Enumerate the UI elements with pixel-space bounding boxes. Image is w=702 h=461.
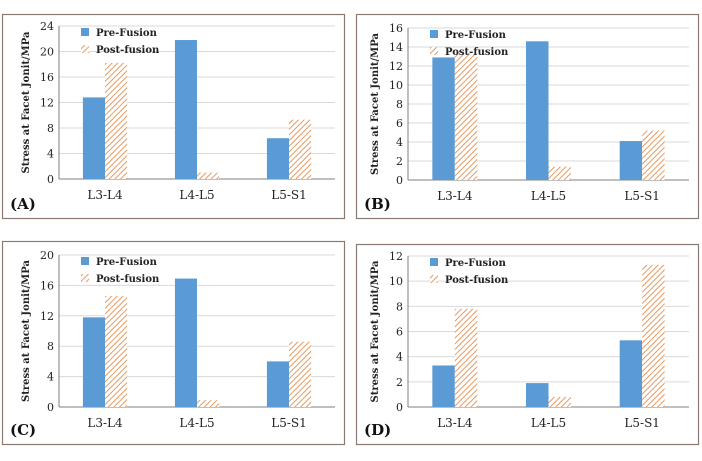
panel-d-chart: 0 2 4 6 8 10 12 L3-L4 L4-L5 L5-S1 Stress at Facet … — [355, 243, 700, 446]
y-tick-label: 4 — [396, 136, 403, 149]
legend-label-pre-fusion: Pre-Fusion — [445, 258, 507, 269]
x-category-label: L3-L4 — [87, 188, 123, 202]
y-tick-label: 12 — [389, 250, 403, 263]
legend-label-pre-fusion: Pre-Fusion — [96, 28, 158, 39]
y-tick-label: 12 — [40, 310, 54, 323]
bar-post-fusion — [642, 264, 665, 407]
x-category-label: L5-S1 — [271, 188, 307, 202]
y-tick-label: 16 — [40, 279, 54, 292]
legend-swatch-post-fusion — [81, 274, 89, 282]
bar-post-fusion — [289, 119, 312, 179]
panel-label: (C) — [10, 421, 36, 439]
y-tick-label: 16 — [40, 71, 54, 84]
panel-label: (B) — [364, 195, 391, 213]
panel-label: (D) — [364, 421, 391, 439]
legend-swatch-post-fusion — [81, 45, 89, 53]
bar-post-fusion — [454, 53, 478, 180]
legend-label-pre-fusion: Pre-Fusion — [445, 30, 507, 41]
x-category-label: L4-L5 — [179, 188, 214, 202]
y-tick-label: 2 — [396, 155, 403, 168]
x-category-label: L5-S1 — [624, 416, 660, 430]
y-tick-label: 8 — [396, 98, 403, 111]
panel-label: (A) — [10, 195, 36, 213]
x-category-label: L3-L4 — [437, 189, 473, 203]
legend-label-post-fusion: Post-fusion — [96, 274, 160, 285]
bar-pre-fusion — [266, 138, 289, 179]
y-axis-title: Stress at Facet Jonit/MPa — [21, 260, 32, 402]
legend-swatch-post-fusion — [430, 275, 438, 283]
y-tick-label: 12 — [389, 60, 403, 73]
y-tick-label: 0 — [396, 174, 403, 187]
panel-c-chart: 0 4 8 12 16 20 L3-L4 L4-L5 L5-S1 Stress at Facet … — [1, 240, 346, 446]
x-category-label: L5-S1 — [624, 189, 660, 203]
bar-pre-fusion — [174, 40, 197, 180]
panel-b-chart: 0 2 4 6 8 10 12 14 16 L3-L4 L4-L5 L5-S1 Stress at Fa… — [355, 13, 700, 220]
legend-swatch-pre-fusion — [430, 30, 438, 38]
y-tick-label: 4 — [47, 148, 54, 161]
legend-label-post-fusion: Post-fusion — [96, 45, 160, 56]
y-tick-label: 4 — [396, 351, 403, 364]
y-tick-label: 2 — [396, 376, 403, 389]
bar-post-fusion — [105, 62, 128, 179]
x-category-label: L3-L4 — [437, 416, 473, 430]
y-tick-label: 10 — [389, 275, 403, 288]
bar-pre-fusion — [432, 365, 455, 407]
y-tick-label: 0 — [396, 401, 403, 414]
y-tick-label: 8 — [47, 122, 54, 135]
x-category-label: L4-L5 — [179, 416, 214, 430]
bar-post-fusion — [289, 341, 312, 407]
y-tick-label: 10 — [389, 79, 403, 92]
y-axis-title: Stress at Facet Jonit/MPa — [370, 260, 381, 402]
legend-swatch-post-fusion — [430, 47, 438, 55]
bar-post-fusion — [105, 296, 128, 407]
bar-pre-fusion — [82, 317, 105, 407]
y-tick-label: 20 — [40, 46, 54, 59]
y-tick-label: 0 — [47, 401, 54, 414]
y-tick-label: 4 — [47, 371, 54, 384]
y-tick-label: 24 — [40, 20, 54, 33]
legend-label-post-fusion: Post-fusion — [445, 47, 509, 58]
panel-a-chart: 0 4 8 12 16 20 24 L3-L4 L4-L5 L5-S1 Stress at Face… — [1, 13, 346, 220]
bar-pre-fusion — [432, 57, 455, 181]
bar-pre-fusion — [266, 361, 289, 407]
legend-swatch-pre-fusion — [81, 28, 89, 36]
x-category-label: L4-L5 — [531, 416, 566, 430]
bar-pre-fusion — [174, 278, 197, 407]
y-tick-label: 8 — [396, 300, 403, 313]
y-axis-title: Stress at Facet Jonit/MPa — [21, 31, 32, 173]
bar-pre-fusion — [526, 383, 549, 407]
bar-pre-fusion — [619, 340, 643, 407]
y-tick-label: 16 — [389, 22, 403, 35]
bar-post-fusion — [454, 308, 478, 407]
legend-label-pre-fusion: Pre-Fusion — [96, 257, 158, 268]
legend-swatch-pre-fusion — [430, 258, 438, 266]
x-category-label: L3-L4 — [87, 416, 123, 430]
x-category-label: L5-S1 — [271, 416, 307, 430]
y-axis-title: Stress at Facet Jonit/MPa — [370, 33, 381, 175]
bar-pre-fusion — [82, 97, 105, 179]
bar-pre-fusion — [526, 41, 549, 180]
y-tick-label: 20 — [40, 249, 54, 262]
y-tick-label: 8 — [47, 340, 54, 353]
y-tick-label: 14 — [389, 41, 403, 54]
bar-post-fusion — [642, 130, 665, 180]
bar-post-fusion — [197, 172, 220, 179]
x-category-label: L4-L5 — [531, 189, 566, 203]
legend-swatch-pre-fusion — [81, 257, 89, 265]
y-tick-label: 12 — [40, 97, 54, 110]
y-tick-label: 6 — [396, 326, 403, 339]
y-tick-label: 6 — [396, 117, 403, 130]
bar-post-fusion — [197, 400, 220, 407]
bar-post-fusion — [548, 166, 571, 180]
bar-post-fusion — [548, 396, 571, 407]
bar-pre-fusion — [619, 141, 643, 180]
y-tick-label: 0 — [47, 173, 54, 186]
legend-label-post-fusion: Post-fusion — [445, 275, 509, 286]
